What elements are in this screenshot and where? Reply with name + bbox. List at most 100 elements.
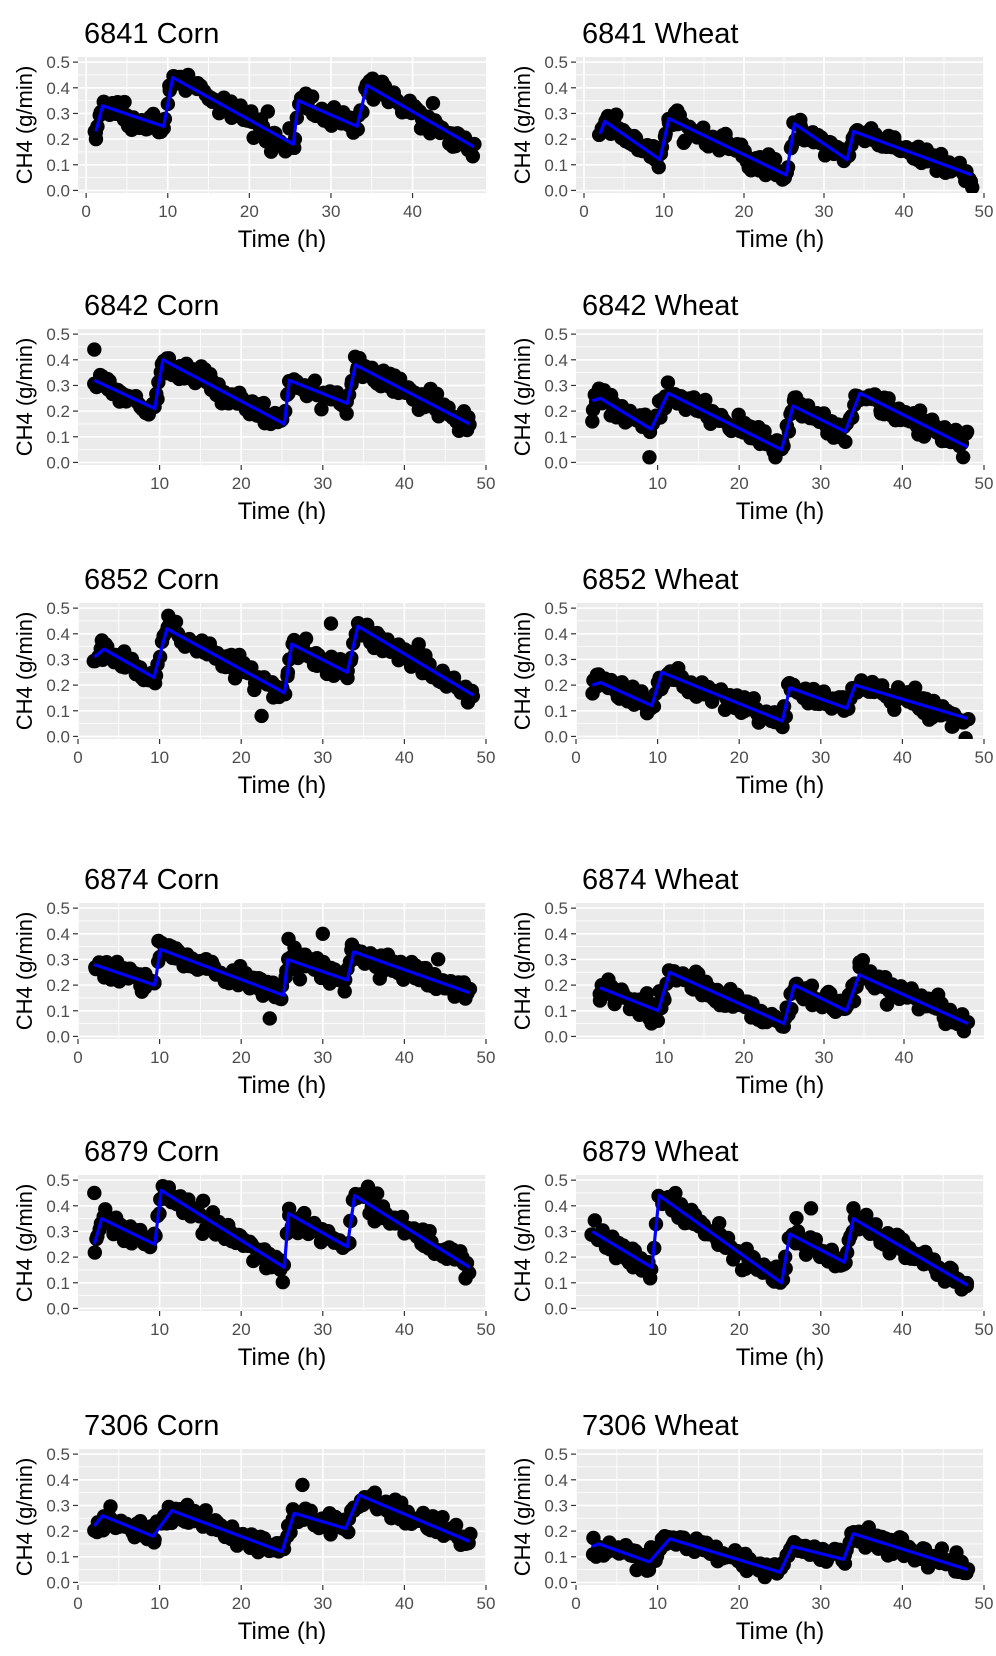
y-tick-label: 0.5 — [544, 599, 568, 618]
y-tick-label: 0.3 — [46, 1222, 70, 1241]
data-point — [859, 1207, 874, 1223]
data-point — [337, 984, 352, 999]
panel-6842-corn: 6842 Corn 0.0 0.1 0.2 0.3 0.4 0.5 10 20 30 40 50 Tim… — [12, 290, 495, 525]
x-tick-label: 0 — [73, 1594, 82, 1613]
data-point — [668, 1185, 683, 1201]
y-tick-label: 0.2 — [46, 976, 70, 995]
data-point — [339, 406, 354, 421]
y-axis-label: CH4 (g/min) — [12, 912, 37, 1031]
x-tick-label: 0 — [73, 1048, 82, 1067]
data-point — [646, 699, 662, 714]
plot-area — [585, 375, 975, 465]
y-tick-label: 0.5 — [544, 325, 568, 344]
x-tick-label: 50 — [975, 748, 994, 767]
panel-7306-wheat: 7306 Wheat 0.0 0.1 0.2 0.3 0.4 0.5 0 10 20 30 40 50 T… — [510, 1410, 993, 1645]
y-tick-label: 0.1 — [46, 156, 70, 175]
x-tick-label: 50 — [477, 1048, 496, 1067]
data-point — [429, 386, 445, 402]
fitted-curve — [598, 117, 973, 177]
y-tick-label: 0.2 — [46, 1522, 70, 1541]
y-tick-label: 0.1 — [544, 1274, 568, 1293]
data-point — [789, 1210, 804, 1226]
x-tick-label: 50 — [975, 1594, 994, 1613]
x-tick-label: 20 — [730, 1594, 749, 1613]
data-point — [256, 395, 271, 411]
data-point — [281, 1201, 297, 1216]
y-tick-label: 0.5 — [46, 1171, 70, 1190]
data-point — [838, 434, 853, 449]
y-tick-label: 0.4 — [46, 925, 70, 944]
fitted-curve — [599, 970, 969, 1026]
x-tick-label: 50 — [477, 474, 496, 493]
x-tick-label: 20 — [730, 748, 749, 767]
data-point — [462, 981, 478, 997]
panel-title: 7306 Wheat — [582, 1410, 738, 1442]
x-tick-label: 20 — [240, 202, 259, 221]
x-tick-label: 40 — [395, 1594, 414, 1613]
y-tick-label: 0.2 — [46, 1248, 70, 1267]
y-tick-label: 0.2 — [544, 130, 568, 149]
y-tick-label: 0.3 — [544, 650, 568, 669]
y-axis-label: CH4 (g/min) — [510, 1458, 535, 1577]
y-tick-label: 0.3 — [46, 1496, 70, 1515]
x-tick-label: 0 — [81, 202, 90, 221]
y-tick-label: 0.5 — [46, 1445, 70, 1464]
fitted-curve — [92, 1188, 471, 1269]
x-tick-label: 20 — [232, 1320, 251, 1339]
y-tick-label: 0.2 — [46, 130, 70, 149]
y-tick-label: 0.0 — [544, 1299, 568, 1318]
data-point — [463, 1526, 478, 1542]
data-point — [88, 131, 104, 147]
x-tick-label: 40 — [895, 1048, 914, 1067]
data-point — [425, 95, 441, 111]
x-tick-label: 40 — [403, 202, 422, 221]
fitted-curve — [93, 1493, 471, 1554]
x-tick-label: 40 — [893, 474, 912, 493]
panel-6841-wheat: 6841 Wheat 0.0 0.1 0.2 0.3 0.4 0.5 0 10 20 30 40 50 T… — [510, 18, 993, 253]
y-tick-label: 0.4 — [544, 625, 568, 644]
x-tick-label: 10 — [150, 1594, 169, 1613]
fitted-curve — [94, 75, 475, 149]
data-point — [448, 1517, 464, 1533]
y-tick-label: 0.0 — [544, 453, 568, 472]
x-axis-label: Time (h) — [736, 1618, 824, 1645]
data-point — [712, 1215, 727, 1231]
y-tick-label: 0.5 — [46, 325, 70, 344]
data-point — [315, 926, 330, 941]
y-axis-label: CH4 (g/min) — [510, 1184, 535, 1303]
y-tick-label: 0.1 — [46, 1274, 70, 1293]
y-tick-label: 0.0 — [46, 181, 70, 200]
x-tick-label: 20 — [232, 1594, 251, 1613]
panel-title: 6842 Wheat — [582, 290, 738, 322]
x-axis-label: Time (h) — [736, 772, 824, 799]
data-point — [282, 121, 297, 136]
data-point — [304, 89, 320, 104]
data-point — [639, 986, 655, 1001]
y-tick-label: 0.0 — [46, 727, 70, 746]
panel-title: 7306 Corn — [84, 1410, 219, 1442]
x-tick-label: 40 — [395, 1320, 414, 1339]
x-tick-label: 30 — [811, 748, 830, 767]
data-point — [369, 1186, 385, 1201]
data-point — [959, 424, 975, 439]
x-tick-label: 40 — [895, 202, 914, 221]
x-tick-label: 30 — [815, 1048, 834, 1067]
panel-6852-corn: 6852 Corn 0.0 0.1 0.2 0.3 0.4 0.5 0 10 20 30 40 50 Ti… — [12, 564, 495, 799]
data-point — [180, 67, 196, 83]
data-point — [958, 731, 973, 739]
data-point — [181, 1192, 196, 1207]
data-point — [937, 420, 952, 435]
y-axis-label: CH4 (g/min) — [12, 1184, 37, 1303]
data-point — [103, 1499, 118, 1514]
fitted-curve — [591, 1532, 969, 1574]
y-tick-label: 0.3 — [544, 1496, 568, 1515]
panel-6879-corn: 6879 Corn 0.0 0.1 0.2 0.3 0.4 0.5 10 20 30 40 50 Tim… — [12, 1136, 495, 1371]
y-tick-label: 0.5 — [544, 1171, 568, 1190]
data-point — [961, 712, 976, 727]
panel-6841-corn: 6841 Corn 0.0 0.1 0.2 0.3 0.4 0.5 0 10 20 30 40 Time… — [12, 18, 486, 253]
data-point — [307, 373, 323, 388]
x-tick-label: 10 — [150, 474, 169, 493]
data-point — [87, 1245, 103, 1260]
x-tick-label: 50 — [477, 1594, 496, 1613]
